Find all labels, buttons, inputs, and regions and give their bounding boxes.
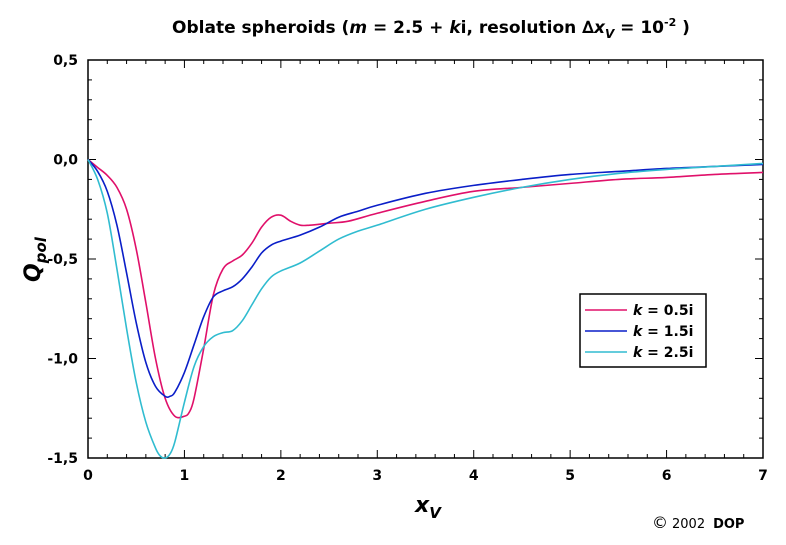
plot-area bbox=[87, 59, 764, 459]
axis-ticks bbox=[87, 59, 764, 459]
x-tick-label: 1 bbox=[180, 468, 190, 484]
series-line-0 bbox=[87, 158, 764, 419]
legend: k = 0.5i k = 1.5i k = 2.5i bbox=[579, 293, 707, 368]
y-tick-label: -0,5 bbox=[47, 252, 78, 268]
y-tick-label: 0,5 bbox=[53, 53, 78, 69]
series-line-2 bbox=[87, 159, 764, 459]
x-tick-label: 4 bbox=[469, 468, 479, 484]
series-line-1 bbox=[87, 158, 764, 399]
x-tick-label: 6 bbox=[662, 468, 672, 484]
legend-label-2: k = 2.5i bbox=[633, 345, 693, 361]
y-tick-label: -1,0 bbox=[47, 352, 78, 368]
x-tick-label: 5 bbox=[565, 468, 575, 484]
y-axis-label: Qpol bbox=[21, 236, 50, 282]
tick-labels: 0 1 2 3 4 5 6 7 0,5 0,0 -0,5 -1,0 -1,5 bbox=[47, 53, 768, 484]
y-tick-label: 0,0 bbox=[53, 153, 78, 169]
y-tick-label: -1,5 bbox=[47, 451, 78, 467]
legend-label-0: k = 0.5i bbox=[633, 303, 693, 319]
copyright-notice: © 2002 DOP bbox=[652, 513, 744, 532]
x-tick-label: 0 bbox=[83, 468, 93, 484]
x-axis-label: xV bbox=[414, 493, 442, 522]
series-lines bbox=[87, 158, 764, 459]
chart-title: Oblate spheroids (m = 2.5 + ki, resoluti… bbox=[172, 16, 690, 41]
x-tick-label: 7 bbox=[758, 468, 768, 484]
x-tick-label: 3 bbox=[372, 468, 382, 484]
x-tick-label: 2 bbox=[276, 468, 286, 484]
legend-label-1: k = 1.5i bbox=[633, 324, 693, 340]
